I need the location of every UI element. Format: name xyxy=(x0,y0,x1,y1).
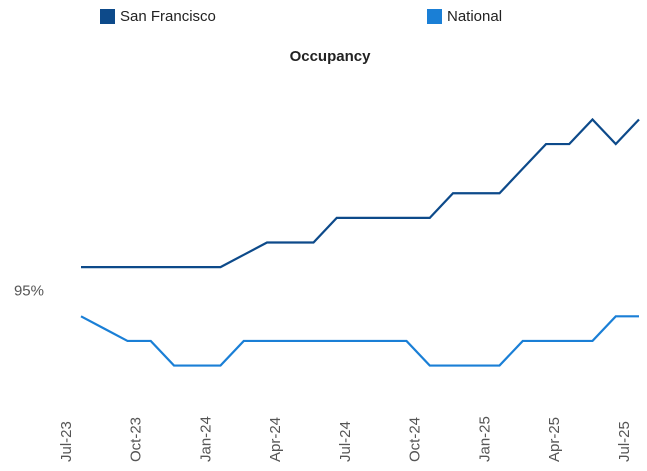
x-tick-label: Apr-24 xyxy=(267,417,284,462)
series-line xyxy=(81,117,640,269)
x-tick-label: Apr-25 xyxy=(546,417,563,462)
x-tick-label: Jul-23 xyxy=(58,421,75,462)
legend-swatch xyxy=(427,9,442,24)
y-tick-label: 95% xyxy=(14,283,44,300)
x-tick-label: Jul-24 xyxy=(337,421,354,462)
x-tick-label: Jan-24 xyxy=(197,416,214,462)
x-tick-label: Jul-25 xyxy=(616,421,633,462)
legend-label: National xyxy=(447,8,502,25)
x-tick-label: Oct-24 xyxy=(407,417,424,462)
x-tick-label: Jan-25 xyxy=(476,416,493,462)
legend-swatch xyxy=(100,9,115,24)
chart-title: Occupancy xyxy=(290,48,372,65)
x-tick-label: Oct-23 xyxy=(128,417,145,462)
legend-label: San Francisco xyxy=(120,8,216,25)
series-line xyxy=(80,315,639,367)
